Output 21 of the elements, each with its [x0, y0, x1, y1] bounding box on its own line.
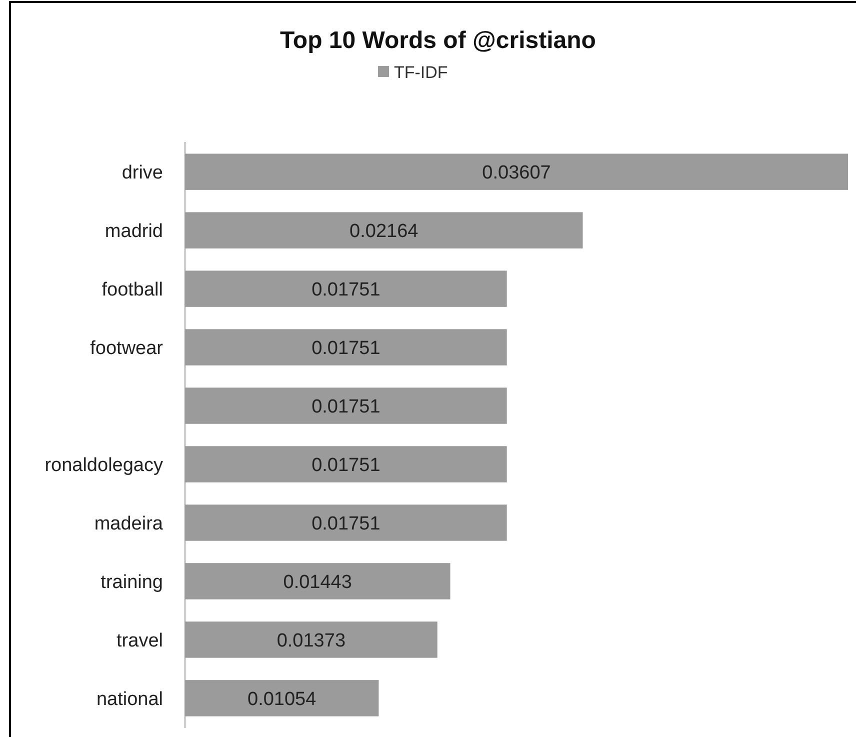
data-label: 0.01751: [312, 513, 380, 534]
y-tick-label: national: [96, 688, 163, 710]
data-label: 0.01054: [248, 688, 317, 710]
y-tick-label: drive: [122, 162, 163, 184]
y-tick-label: training: [100, 572, 163, 593]
chart-title: Top 10 Words of @cristiano: [280, 27, 596, 54]
data-label: 0.01751: [312, 338, 380, 359]
y-tick-label: madrid: [104, 220, 163, 242]
y-tick-label: football: [102, 279, 163, 300]
data-label: 0.01751: [312, 396, 380, 418]
y-tick-label: footwear: [90, 338, 164, 359]
data-label: 0.01751: [312, 279, 380, 300]
y-tick-label: madeira: [94, 513, 164, 534]
y-tick-label: ronaldolegacy: [44, 454, 164, 476]
data-label: 0.01751: [312, 454, 380, 476]
legend-label: TF-IDF: [394, 62, 448, 82]
data-label: 0.01373: [276, 630, 346, 652]
data-label: 0.03607: [482, 162, 551, 184]
data-label: 0.02164: [350, 220, 419, 242]
data-label: 0.01443: [283, 572, 352, 593]
y-tick-label: travel: [116, 630, 163, 652]
